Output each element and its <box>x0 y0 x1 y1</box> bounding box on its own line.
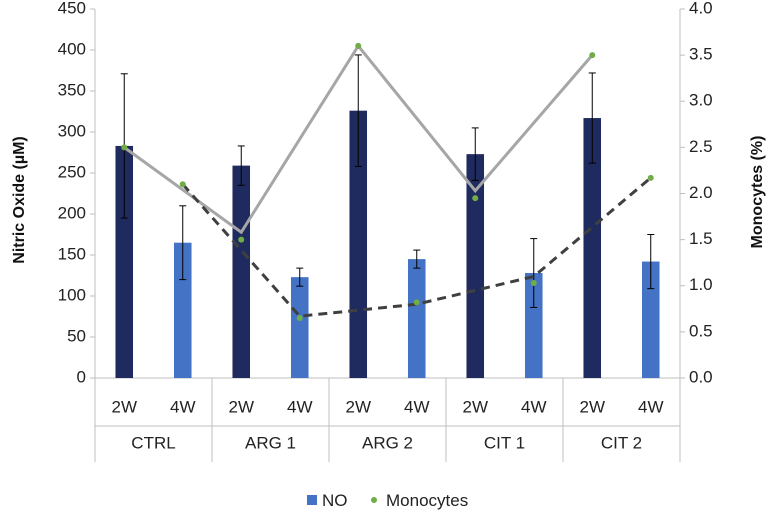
y-tick-label: 350 <box>58 80 86 99</box>
group-label: ARG 2 <box>362 433 413 452</box>
y-tick-label: 200 <box>58 203 86 222</box>
bar <box>641 261 660 378</box>
monocyte-point <box>296 315 303 322</box>
subcategory-label: 4W <box>404 397 430 416</box>
y2-tick-label: 1.0 <box>689 275 713 294</box>
y-tick-label: 100 <box>58 285 86 304</box>
subcategory-label: 4W <box>521 397 547 416</box>
subcategory-label: 4W <box>638 397 664 416</box>
y2-tick-label: 1.5 <box>689 229 713 248</box>
y-tick-label: 300 <box>58 121 86 140</box>
y-tick-label: 400 <box>58 39 86 58</box>
monocyte-point <box>472 195 479 202</box>
point-layer <box>121 42 654 322</box>
y2-tick-label: 3.5 <box>689 45 713 64</box>
y-tick-label: 250 <box>58 162 86 181</box>
bar <box>407 259 426 378</box>
bar <box>466 154 485 378</box>
monocyte-point <box>647 174 654 181</box>
group-label: ARG 1 <box>245 433 296 452</box>
monocyte-point <box>589 52 596 59</box>
group-label: CIT 1 <box>484 433 525 452</box>
bar <box>524 273 543 378</box>
y2-tick-label: 2.0 <box>689 183 713 202</box>
y-tick-label: 0 <box>77 367 86 386</box>
y-tick-label: 450 <box>58 0 86 17</box>
y-tick-label: 150 <box>58 244 86 263</box>
subcategory-label: 4W <box>170 397 196 416</box>
monocyte-point <box>238 236 245 243</box>
monocyte-point <box>530 279 537 286</box>
subcategory-label: 2W <box>346 397 372 416</box>
subcategory-label: 4W <box>287 397 313 416</box>
y2-tick-label: 4.0 <box>689 0 713 17</box>
legend: NO Monocytes <box>307 491 468 510</box>
legend-marker-monocytes <box>371 497 377 503</box>
monocyte-point <box>179 181 186 188</box>
bar-layer <box>115 54 660 379</box>
y2-tick-label: 0.5 <box>689 321 713 340</box>
y2-tick-label: 3.0 <box>689 91 713 110</box>
subcategory-label: 2W <box>463 397 489 416</box>
y2-tick-label: 2.5 <box>689 137 713 156</box>
y2-tick-label: 0.0 <box>689 367 713 386</box>
legend-swatch-no <box>307 495 317 505</box>
bar <box>583 118 602 378</box>
y-tick-label: 50 <box>67 326 86 345</box>
y2-axis-title: Monocytes (%) <box>749 136 766 249</box>
y-axis-title: Nitric Oxide (µM) <box>11 136 28 263</box>
axis-layer <box>90 8 685 462</box>
bar <box>115 145 134 378</box>
bar <box>232 165 251 378</box>
monocyte-point <box>355 42 362 49</box>
trendline-layer <box>123 43 652 318</box>
group-label: CTRL <box>131 433 175 452</box>
label-layer: 0 50 100 150 200 250 300 350 400 450 0.0 0.5 1.0 1.5 2… <box>58 0 713 452</box>
monocyte-point <box>121 144 128 151</box>
subcategory-label: 2W <box>112 397 138 416</box>
monocyte-point <box>413 299 420 306</box>
legend-label-monocytes: Monocytes <box>386 491 468 510</box>
group-label: CIT 2 <box>601 433 642 452</box>
bar <box>290 277 309 378</box>
subcategory-label: 2W <box>229 397 255 416</box>
legend-label-no: NO <box>322 491 348 510</box>
subcategory-label: 2W <box>580 397 606 416</box>
bar <box>173 242 192 378</box>
